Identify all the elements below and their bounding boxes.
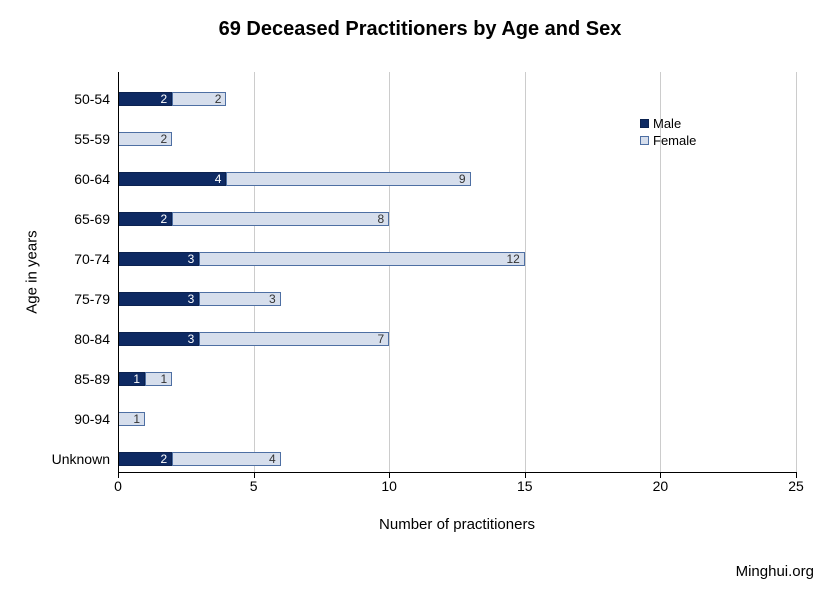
bar-value-female: 1 <box>161 373 168 385</box>
x-tick-label: 0 <box>114 478 122 494</box>
legend-swatch <box>640 136 649 145</box>
x-tick-label: 20 <box>653 478 669 494</box>
bar-value-female: 4 <box>269 453 276 465</box>
chart-title: 69 Deceased Practitioners by Age and Sex <box>0 18 840 41</box>
bar-female: 8 <box>172 212 389 226</box>
bar-female: 7 <box>199 332 389 346</box>
bar-value-female: 3 <box>269 293 276 305</box>
gridline <box>254 72 255 472</box>
y-tick-label: 80-84 <box>74 331 110 347</box>
bar-value-female: 2 <box>161 133 168 145</box>
gridline <box>389 72 390 472</box>
bar-male: 3 <box>118 252 199 266</box>
y-tick-label: 90-94 <box>74 411 110 427</box>
bar-value-female: 2 <box>215 93 222 105</box>
y-tick-label: 85-89 <box>74 371 110 387</box>
bar-female: 2 <box>118 132 172 146</box>
bar-value-male: 3 <box>188 333 195 345</box>
bar-value-male: 4 <box>215 173 222 185</box>
x-axis-label: Number of practitioners <box>379 516 535 533</box>
bar-male: 3 <box>118 292 199 306</box>
bar-male: 4 <box>118 172 226 186</box>
bar-female: 9 <box>226 172 470 186</box>
legend-label: Male <box>653 116 681 131</box>
bar-male: 3 <box>118 332 199 346</box>
x-tick-label: 15 <box>517 478 533 494</box>
bar-value-male: 3 <box>188 293 195 305</box>
bar-value-female: 9 <box>459 173 466 185</box>
x-tick-label: 25 <box>788 478 804 494</box>
bar-female: 4 <box>172 452 280 466</box>
y-tick-label: Unknown <box>52 451 110 467</box>
bar-value-female: 8 <box>378 213 385 225</box>
bar-female: 1 <box>145 372 172 386</box>
bar-male: 1 <box>118 372 145 386</box>
bar-value-male: 1 <box>133 373 140 385</box>
bar-value-female: 7 <box>378 333 385 345</box>
legend-item: Male <box>640 116 696 131</box>
y-axis-label: Age in years <box>24 230 41 313</box>
bar-value-male: 2 <box>161 93 168 105</box>
x-tick-label: 10 <box>381 478 397 494</box>
bar-value-male: 2 <box>161 213 168 225</box>
y-tick-label: 50-54 <box>74 91 110 107</box>
legend: Male Female <box>640 116 696 150</box>
legend-label: Female <box>653 133 696 148</box>
bar-male: 2 <box>118 92 172 106</box>
gridline <box>796 72 797 472</box>
bar-male: 2 <box>118 212 172 226</box>
y-tick-label: 75-79 <box>74 291 110 307</box>
legend-item: Female <box>640 133 696 148</box>
bar-value-male: 3 <box>188 253 195 265</box>
y-tick-label: 60-64 <box>74 171 110 187</box>
bar-female: 1 <box>118 412 145 426</box>
gridline <box>525 72 526 472</box>
bar-female: 12 <box>199 252 524 266</box>
chart-container: 69 Deceased Practitioners by Age and Sex… <box>0 0 840 600</box>
bar-value-male: 2 <box>161 453 168 465</box>
bar-female: 3 <box>199 292 280 306</box>
bar-value-female: 1 <box>133 413 140 425</box>
y-tick-label: 55-59 <box>74 131 110 147</box>
y-tick-label: 70-74 <box>74 251 110 267</box>
y-axis-line <box>118 72 119 472</box>
source-label: Minghui.org <box>736 563 814 580</box>
x-tick-label: 5 <box>250 478 258 494</box>
x-axis-line <box>118 472 796 473</box>
y-tick-label: 65-69 <box>74 211 110 227</box>
bar-female: 2 <box>172 92 226 106</box>
legend-swatch <box>640 119 649 128</box>
bar-value-female: 12 <box>506 253 519 265</box>
bar-male: 2 <box>118 452 172 466</box>
